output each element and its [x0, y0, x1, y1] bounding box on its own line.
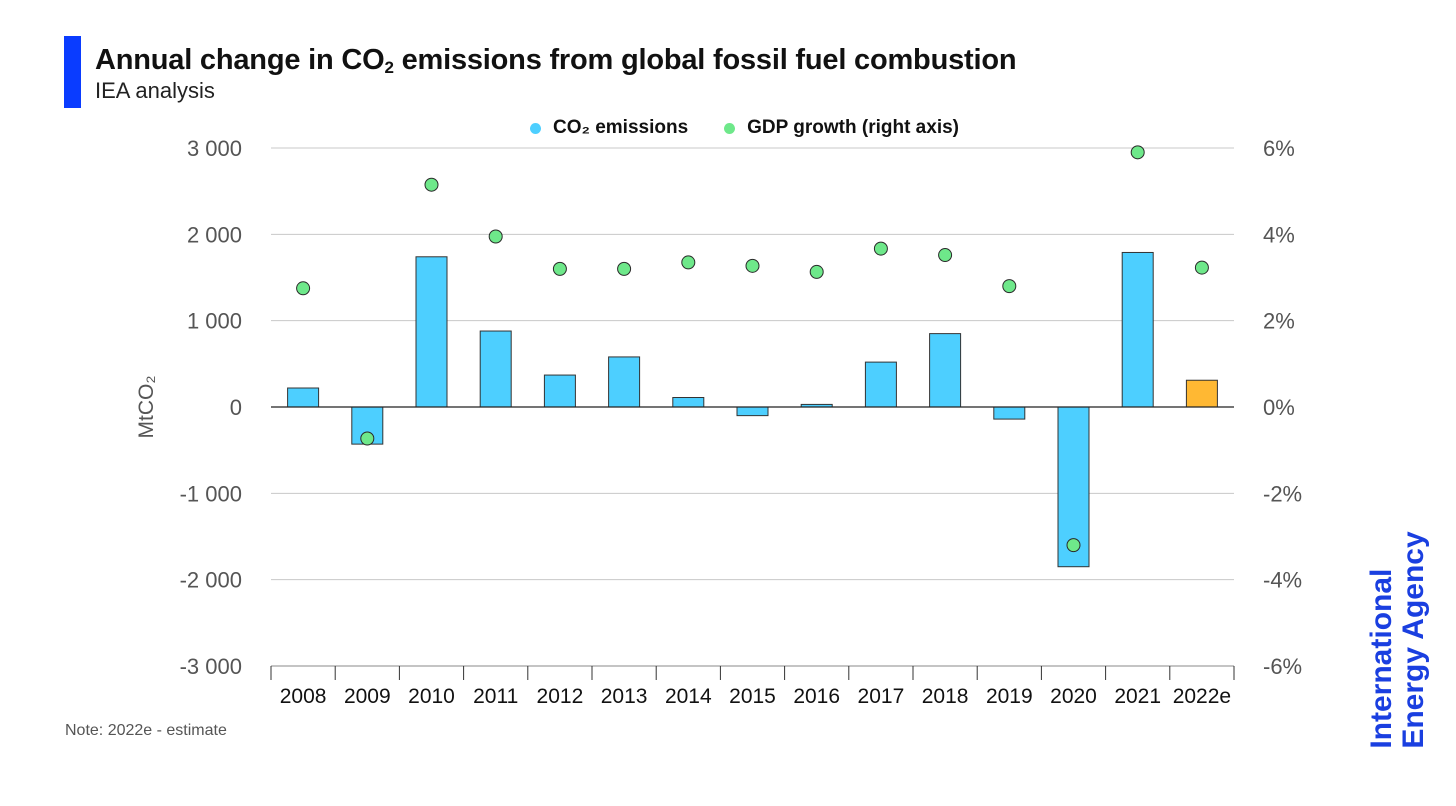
bar-2008 [287, 387, 320, 408]
legend-label-gdp: GDP growth (right axis) [747, 117, 959, 138]
bar-2011 [479, 330, 512, 408]
bar-2022e [1185, 379, 1218, 408]
gdp-point-2010 [424, 177, 439, 192]
x-tick-label: 2013 [601, 685, 648, 708]
y2-tick-label: 0% [1263, 395, 1295, 420]
y2-tick-label: 2% [1263, 309, 1295, 334]
x-tick-label: 2022e [1173, 685, 1231, 708]
y2-tick-label: 6% [1263, 136, 1295, 161]
chart-note: Note: 2022e - estimate [65, 722, 227, 739]
bar-2019 [993, 406, 1026, 420]
x-tick-label: 2018 [922, 685, 969, 708]
title-accent-bar [64, 36, 81, 108]
y-tick-label: -3 000 [180, 654, 242, 679]
y2-tick-label: -6% [1263, 654, 1302, 679]
bar-2021 [1121, 251, 1154, 408]
gdp-point-2018 [938, 248, 953, 263]
gdp-point-2016 [809, 264, 824, 279]
bar-2017 [864, 361, 897, 408]
bar-2015 [736, 406, 769, 417]
x-tick-label: 2016 [793, 685, 840, 708]
gdp-point-2014 [681, 255, 696, 270]
legend-swatch-gdp [724, 122, 736, 134]
gdp-point-2019 [1002, 279, 1017, 294]
x-tick-label: 2014 [665, 685, 712, 708]
legend-swatch-co2 [530, 122, 541, 134]
x-tick-label: 2012 [537, 685, 584, 708]
chart-title: Annual change in CO2 emissions from glob… [95, 44, 1017, 77]
legend-label-co2: CO₂ emissions [553, 117, 689, 138]
gdp-point-2021 [1130, 145, 1145, 160]
y2-tick-label: -2% [1263, 481, 1302, 506]
legend-item-co2: CO₂ emissions [530, 117, 688, 139]
gdp-point-2020 [1066, 538, 1081, 553]
x-tick-label: 2021 [1114, 685, 1161, 708]
gdp-point-2013 [617, 261, 632, 276]
iea-logo: International Energy Agency [1362, 531, 1434, 748]
gdp-point-2017 [873, 241, 888, 256]
y-tick-label: 1 000 [187, 309, 242, 334]
iea-logo-text: International Energy Agency [1365, 531, 1430, 749]
x-tick-label: 2020 [1050, 685, 1097, 708]
x-tick-label: 2009 [344, 685, 391, 708]
gdp-point-2012 [552, 261, 567, 276]
y-tick-label: -2 000 [180, 568, 242, 593]
chart-subtitle: IEA analysis [95, 78, 215, 103]
gdp-point-2008 [296, 281, 311, 296]
legend-item-gdp: GDP growth (right axis) [724, 117, 959, 139]
x-tick-label: 2011 [473, 685, 518, 708]
gdp-point-2011 [488, 229, 503, 244]
y-tick-label: -1 000 [180, 481, 242, 506]
y-tick-label: 2 000 [187, 222, 242, 247]
bar-2014 [672, 397, 705, 408]
x-tick-label: 2015 [729, 685, 776, 708]
x-tick-label: 2019 [986, 685, 1033, 708]
gdp-point-2015 [745, 258, 760, 273]
bar-2012 [543, 374, 576, 408]
bar-2013 [608, 356, 641, 408]
chart-legend: CO₂ emissions GDP growth (right axis) [530, 117, 959, 139]
y-tick-label: 0 [230, 395, 242, 420]
gdp-point-2022e [1194, 260, 1209, 275]
y-tick-label: 3 000 [187, 136, 242, 161]
y2-tick-label: 4% [1263, 222, 1295, 247]
iea-logo-line-2: Energy Agency [1397, 531, 1430, 749]
x-tick-label: 2010 [408, 685, 455, 708]
x-tick-label: 2017 [858, 685, 905, 708]
x-tick-label: 2008 [280, 685, 327, 708]
iea-logo-line-1: International [1365, 568, 1398, 749]
y2-tick-label: -4% [1263, 568, 1302, 593]
y-axis-label: MtCO₂ [135, 376, 158, 439]
bar-2010 [415, 256, 448, 408]
gdp-point-2009 [360, 431, 375, 446]
bar-2018 [929, 333, 962, 408]
